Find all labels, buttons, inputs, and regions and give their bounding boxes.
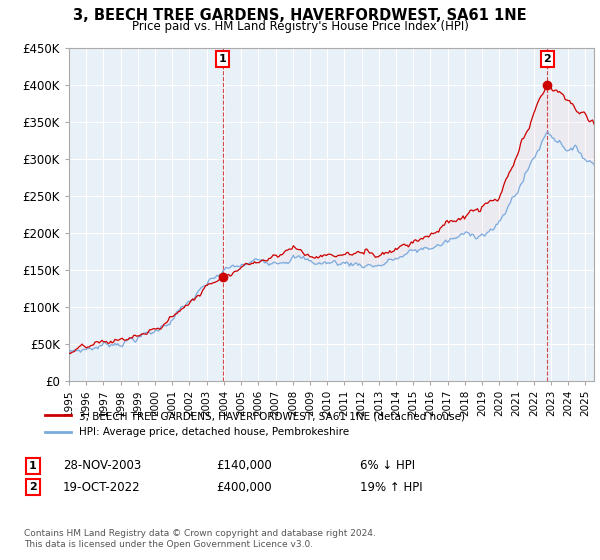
Text: 19% ↑ HPI: 19% ↑ HPI bbox=[360, 480, 422, 494]
Text: £400,000: £400,000 bbox=[216, 480, 272, 494]
Text: 28-NOV-2003: 28-NOV-2003 bbox=[63, 459, 141, 473]
Text: 3, BEECH TREE GARDENS, HAVERFORDWEST, SA61 1NE: 3, BEECH TREE GARDENS, HAVERFORDWEST, SA… bbox=[73, 8, 527, 24]
Text: Contains HM Land Registry data © Crown copyright and database right 2024.
This d: Contains HM Land Registry data © Crown c… bbox=[24, 529, 376, 549]
Text: 2: 2 bbox=[29, 482, 37, 492]
Text: 1: 1 bbox=[29, 461, 37, 471]
Text: 6% ↓ HPI: 6% ↓ HPI bbox=[360, 459, 415, 473]
Text: 2: 2 bbox=[544, 54, 551, 64]
Legend: 3, BEECH TREE GARDENS, HAVERFORDWEST, SA61 1NE (detached house), HPI: Average pr: 3, BEECH TREE GARDENS, HAVERFORDWEST, SA… bbox=[41, 407, 469, 441]
Text: £140,000: £140,000 bbox=[216, 459, 272, 473]
Text: 1: 1 bbox=[218, 54, 226, 64]
Text: Price paid vs. HM Land Registry's House Price Index (HPI): Price paid vs. HM Land Registry's House … bbox=[131, 20, 469, 33]
Text: 19-OCT-2022: 19-OCT-2022 bbox=[63, 480, 140, 494]
